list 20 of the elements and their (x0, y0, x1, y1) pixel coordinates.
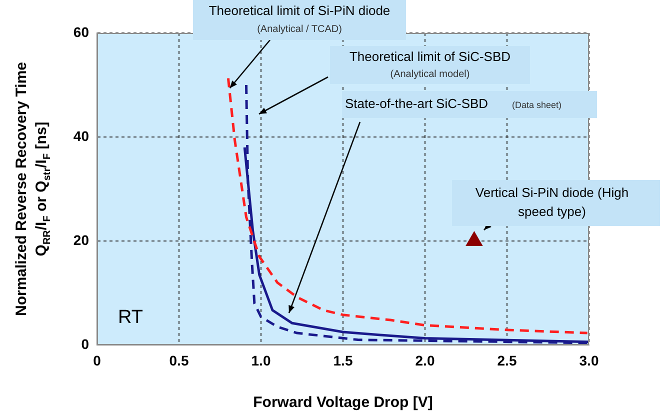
annotation: Theoretical limit of SiC-SBD (348, 48, 512, 66)
y-tick-label: 40 (73, 128, 90, 144)
x-axis-title: Forward Voltage Drop [V] (253, 394, 433, 412)
annotation: (Analytical / TCAD) (256, 23, 343, 37)
y-tick-label: 60 (73, 24, 90, 40)
x-tick-label: 1.5 (333, 352, 353, 368)
x-tick-label: 1.0 (251, 352, 271, 368)
annotation: State-of-the-art SiC-SBD (345, 95, 488, 113)
annotation: (Analytical model) (389, 68, 471, 82)
y-tick-label: 20 (73, 232, 90, 248)
annotation: (Data sheet) (512, 99, 562, 112)
x-tick-label: 0.5 (169, 352, 189, 368)
x-tick-label: 0 (93, 352, 102, 368)
x-tick-label: 2.0 (415, 352, 435, 368)
annotation: RT (118, 306, 143, 330)
x-tick-label: 3.0 (579, 352, 599, 368)
text: Theoretical limit of Si-PiN diode (208, 2, 392, 20)
annotation: Vertical Si-PiN diode (High speed type) (474, 184, 630, 221)
x-tick-label: 2.5 (497, 352, 517, 368)
y-tick-label: 0 (81, 336, 90, 352)
